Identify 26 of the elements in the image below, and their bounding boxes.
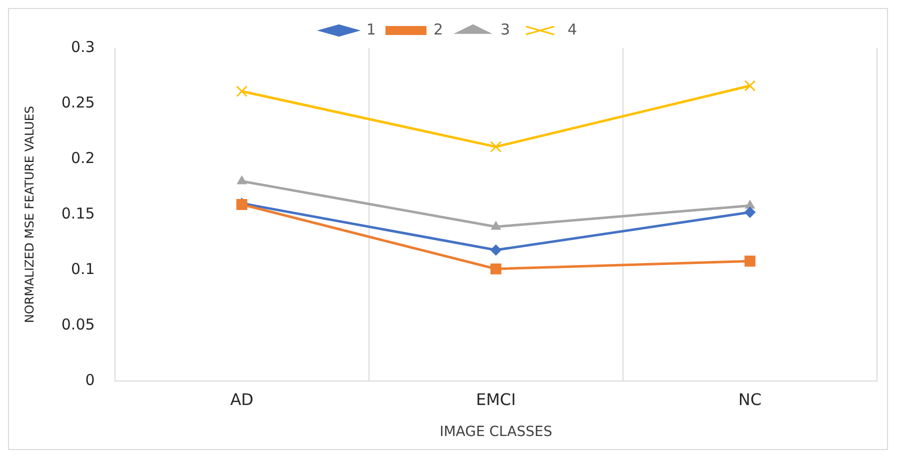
y-tick-label: 0.1 [70, 260, 95, 278]
point [490, 244, 502, 256]
point [236, 86, 248, 97]
point [490, 141, 502, 152]
point [744, 256, 756, 267]
y-axis-title: NORMALIZED MSE FEATURE VALUES [22, 106, 36, 324]
legend-label: 1 [366, 20, 376, 38]
y-tick-label: 0.3 [70, 38, 95, 56]
x-tick-label: EMCI [476, 390, 516, 409]
point [490, 263, 502, 274]
x-axis-title: IMAGE CLASSES [440, 424, 552, 440]
x-tick-label: NC [738, 390, 762, 409]
legend-label: 3 [500, 20, 510, 38]
point [491, 221, 501, 230]
y-tick-label: 0 [85, 370, 95, 389]
y-tick-label: 0.25 [61, 93, 95, 112]
point [237, 176, 247, 184]
legend-label: 4 [568, 20, 578, 38]
y-tick-label: 0.2 [70, 148, 95, 167]
point [744, 80, 756, 92]
point [744, 206, 756, 218]
legend-label: 2 [433, 20, 444, 38]
x-tick-label: AD [230, 390, 254, 409]
point [745, 200, 755, 209]
y-tick-label: 0.05 [61, 315, 95, 334]
y-tick-label: 0.15 [61, 204, 95, 222]
